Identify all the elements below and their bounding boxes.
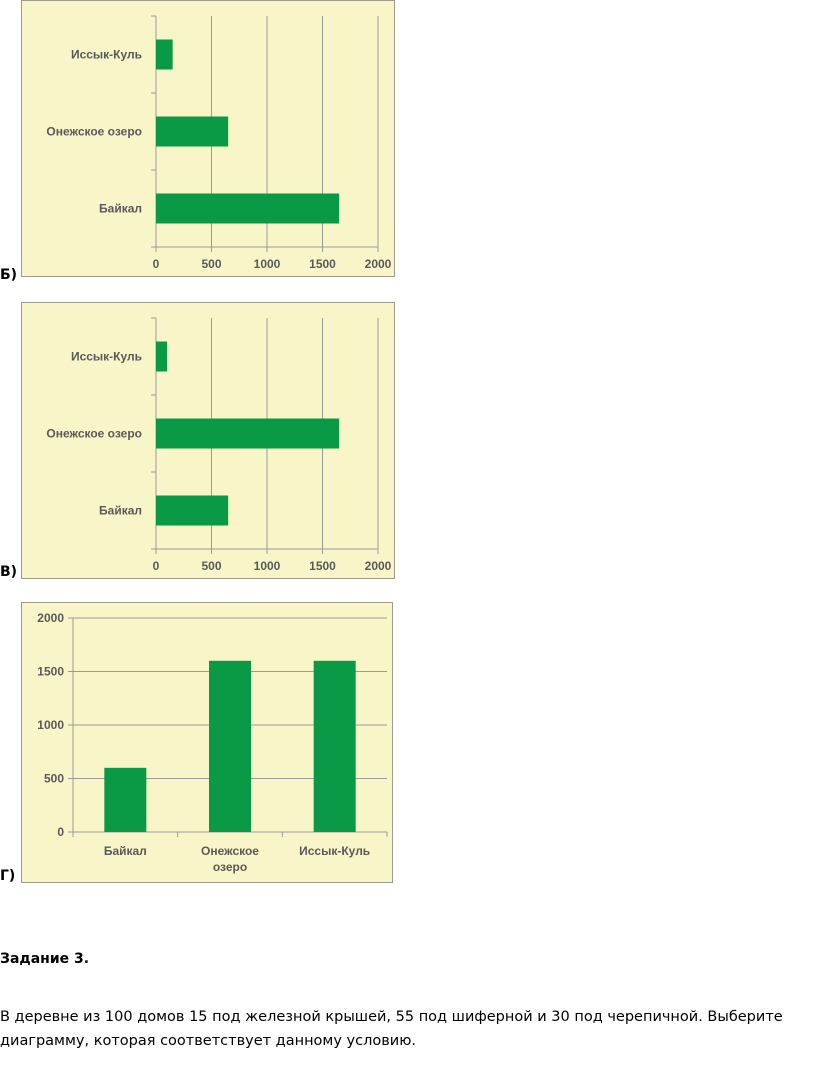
category-label-1: Онежское озеро <box>46 125 142 139</box>
bar-1 <box>156 116 229 147</box>
bar-1 <box>156 418 340 449</box>
tick-label-x-4: 2000 <box>365 257 392 271</box>
tick-label-x-1: 500 <box>201 257 221 271</box>
bar-2 <box>156 495 229 526</box>
category-label-2: Байкал <box>99 504 142 518</box>
option-label-b: Б) <box>0 267 18 283</box>
tick-label-x-2: 1000 <box>254 559 281 573</box>
category-label-0: Иссык-Куль <box>71 350 142 364</box>
chart-g: 0 500 1000 1500 2000 Байкал Онежское озеро Иссык… <box>21 602 393 883</box>
chart-v-svg: 0 500 1000 1500 2000 Иссык-Куль Онежское озеро… <box>46 317 392 573</box>
bar-1 <box>209 660 251 832</box>
tick-label-y-3: 1500 <box>37 665 64 679</box>
tick-label-y-4: 2000 <box>37 611 64 625</box>
chart-g-svg: 0 500 1000 1500 2000 Байкал Онежское озеро Иссык… <box>37 611 388 874</box>
category-label-0: Байкал <box>104 844 147 858</box>
tick-label-x-1: 500 <box>201 559 221 573</box>
tick-label-y-0: 0 <box>57 825 64 839</box>
tick-label-y-2: 1000 <box>37 718 64 732</box>
tick-label-x-0: 0 <box>153 257 160 271</box>
bar-0 <box>104 767 147 832</box>
category-label-0: Иссык-Куль <box>71 48 142 62</box>
option-label-v: В) <box>0 564 18 580</box>
bar-0 <box>156 39 173 70</box>
chart-b: 0 500 1000 1500 2000 Иссык-Куль Онежское озеро… <box>21 0 395 277</box>
task-text: В деревне из 100 домов 15 под железной к… <box>0 1009 783 1049</box>
tick-label-x-0: 0 <box>153 559 160 573</box>
tick-label-x-3: 1500 <box>309 257 336 271</box>
category-label-1: Онежское озеро <box>46 427 142 441</box>
bar-2 <box>313 660 356 832</box>
chart-v: 0 500 1000 1500 2000 Иссык-Куль Онежское озеро… <box>21 302 395 579</box>
category-label-1: Онежское озеро <box>201 844 259 874</box>
tick-label-x-3: 1500 <box>309 559 336 573</box>
category-label-2: Байкал <box>99 202 142 216</box>
tick-label-x-4: 2000 <box>365 559 392 573</box>
tick-label-y-1: 500 <box>44 772 64 786</box>
bar-0 <box>156 341 168 372</box>
chart-b-svg: 0 500 1000 1500 2000 Иссык-Куль Онежское озеро… <box>46 15 392 271</box>
category-label-2: Иссык-Куль <box>299 844 370 858</box>
option-label-g: Г) <box>0 868 16 884</box>
tick-label-x-2: 1000 <box>254 257 281 271</box>
task-title: Задание 3. <box>0 951 90 967</box>
bar-2 <box>156 193 340 224</box>
